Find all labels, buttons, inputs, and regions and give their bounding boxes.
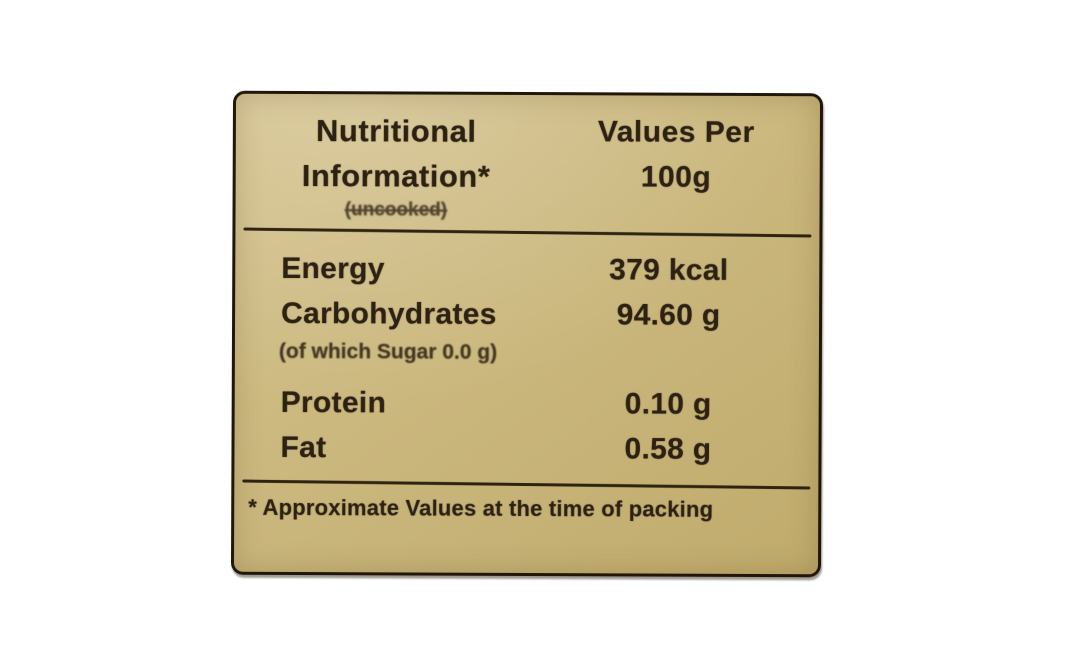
header-nutritional-information: Nutritional Information* (uncooked)	[247, 108, 544, 222]
nutrient-row-energy: Energy 379 kcal	[281, 246, 791, 293]
nutrition-label: Nutritional Information* (uncooked) Valu…	[230, 90, 824, 578]
nutrient-value: 379 kcal	[609, 253, 729, 287]
values-per-line2: 100g	[640, 160, 712, 194]
nutrient-name: Protein	[280, 385, 387, 420]
header-values-per: Values Per 100g	[544, 109, 808, 223]
nutrient-row-fat: Fat 0.58 g	[280, 425, 790, 472]
nutrient-rows: Energy 379 kcal Carbohydrates 94.60 g (o…	[234, 233, 819, 473]
values-per-line1: Values Per	[597, 115, 755, 149]
header-title-line1: Nutritional	[315, 113, 477, 149]
uncooked-note: (uncooked)	[344, 199, 448, 221]
nutrient-name: Energy	[281, 251, 385, 286]
nutrient-row-carbohydrates: Carbohydrates 94.60 g	[281, 291, 791, 338]
header-title-line2: Information*	[301, 158, 491, 194]
nutrient-name: Carbohydrates	[281, 296, 497, 331]
sugar-subnote: (of which Sugar 0.0 g)	[278, 339, 498, 364]
nutrient-row-protein: Protein 0.10 g	[281, 380, 791, 427]
approximate-values-footnote: * Approximate Values at the time of pack…	[248, 494, 714, 522]
label-header: Nutritional Information* (uncooked) Valu…	[235, 94, 820, 224]
nutrient-value: 0.58 g	[624, 432, 712, 466]
nutrient-value: 0.10 g	[624, 387, 712, 421]
divider-bottom	[242, 479, 811, 490]
nutrient-name: Fat	[280, 430, 327, 465]
nutrient-value: 94.60 g	[616, 298, 721, 332]
